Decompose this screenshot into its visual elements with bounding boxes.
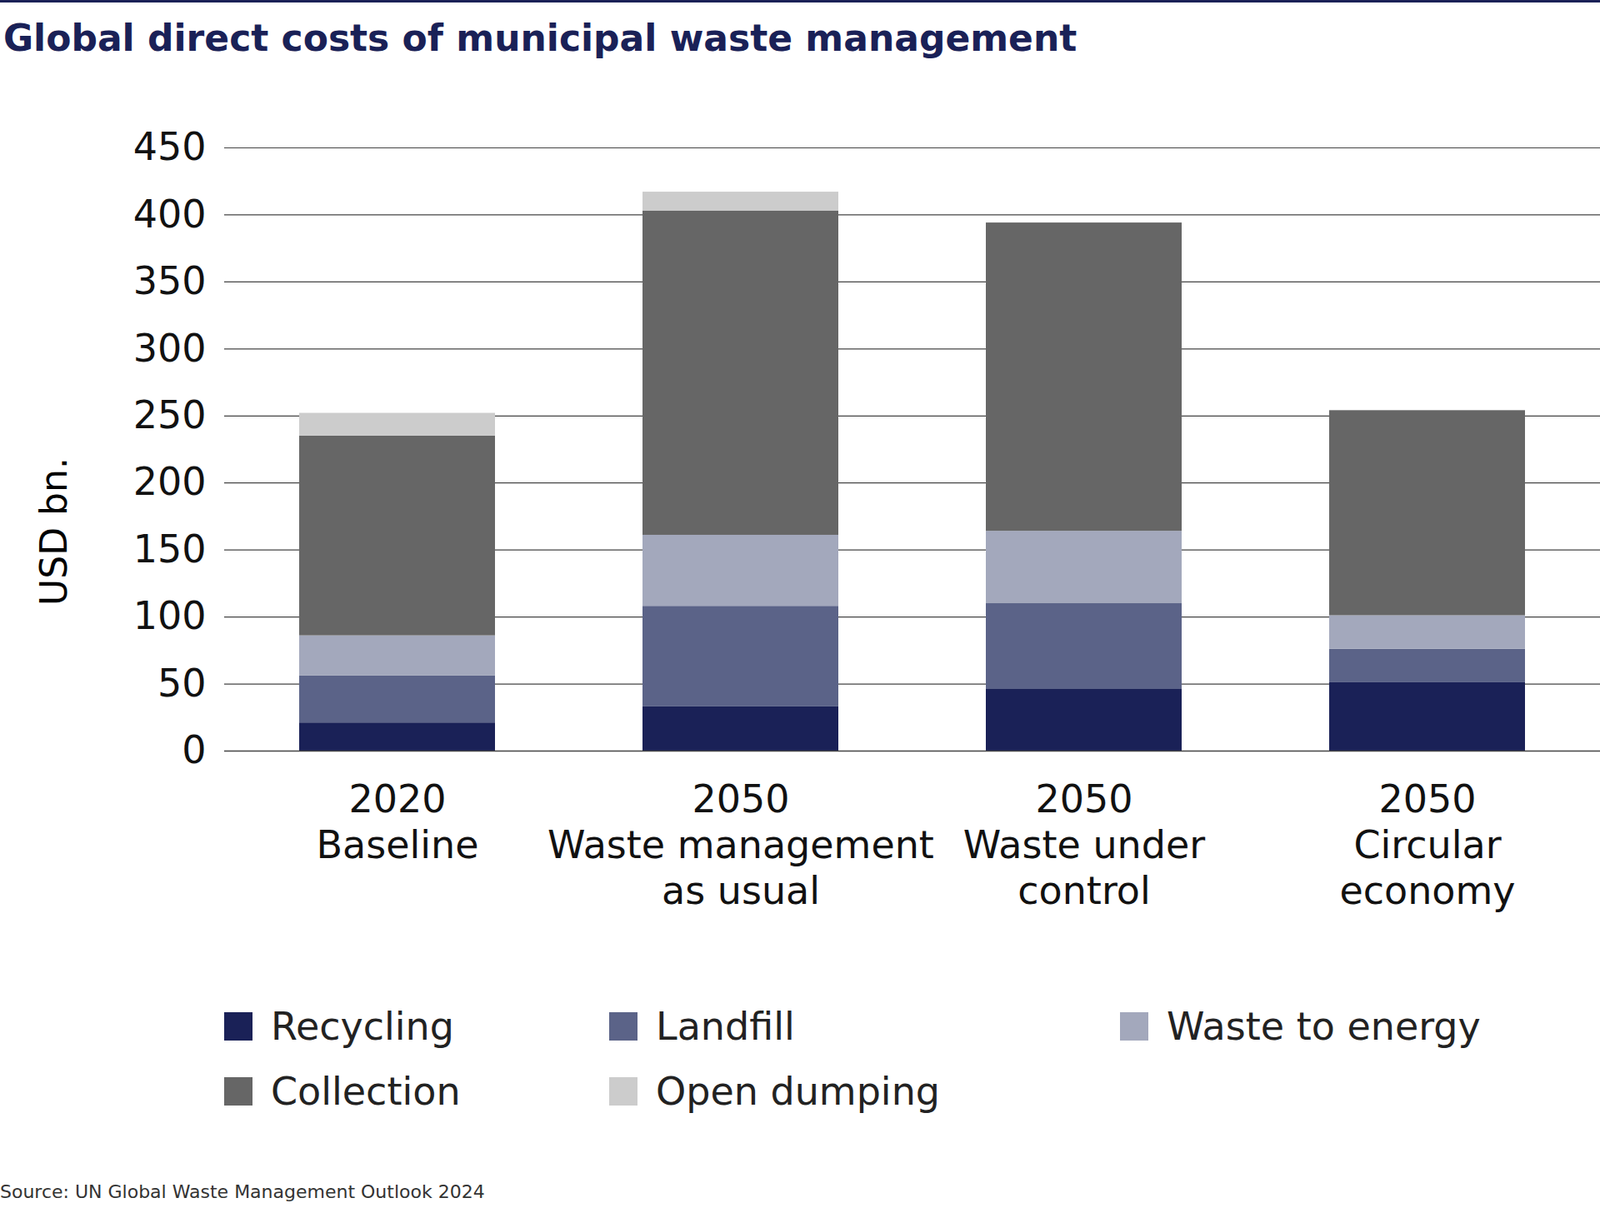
html-text:Recycling: Recycling [270,1004,455,1050]
html-text:Global direct costs of municip: Global direct costs of municipal waste m… [3,16,1077,60]
svg-text:2050Waste managementas usual: 2050Waste managementas usual [547,776,935,914]
html-text:Landfill: Landfill [655,1004,795,1050]
svg-text:250: 250 [133,392,207,438]
svg-text:300: 300 [133,325,207,371]
svg-text:50: 50 [157,660,207,706]
svg-text:2020Baseline: 2020Baseline [315,776,479,868]
svg-text:350: 350 [133,258,207,304]
html-text:Collection: Collection [270,1069,461,1115]
svg-text:2050Circulareconomy: 2050Circulareconomy [1339,776,1515,914]
svg-text:450: 450 [133,124,207,170]
svg-text:100: 100 [133,593,207,639]
svg-text:2050Waste undercontrol: 2050Waste undercontrol [963,776,1205,914]
html-text:Open dumping: Open dumping [655,1069,940,1115]
html-text:Source: UN Global Waste Manage: Source: UN Global Waste Management Outlo… [0,1181,485,1203]
svg-text:150: 150 [133,526,207,572]
svg-text:200: 200 [133,459,207,505]
svg-text:400: 400 [133,191,207,237]
html-text:Waste to energy: Waste to energy [1166,1004,1481,1050]
svg-text:0: 0 [181,727,206,773]
html-text:USD bn.: USD bn. [32,457,75,606]
